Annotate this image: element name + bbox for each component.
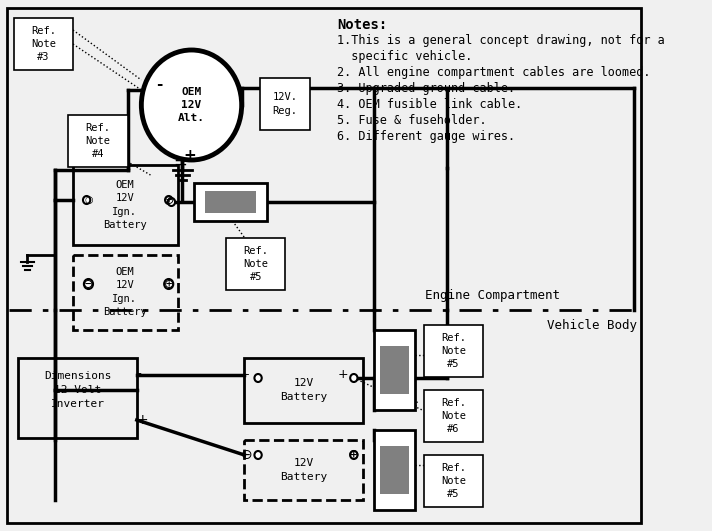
Bar	[374, 330, 415, 410]
Text: Vehicle Body: Vehicle Body	[547, 319, 637, 331]
Text: ⊖: ⊖	[83, 278, 94, 290]
Bar	[260, 78, 310, 130]
Text: +: +	[137, 413, 148, 427]
Text: ○: ○	[84, 195, 93, 205]
Text: -: -	[157, 78, 163, 92]
Bar	[244, 440, 363, 500]
Text: ⊕: ⊕	[164, 193, 174, 207]
Text: +: +	[183, 148, 196, 162]
Text: +: +	[337, 369, 348, 381]
Text: -: -	[137, 368, 142, 382]
Text: Dimensions
12 Volt
Inverter: Dimensions 12 Volt Inverter	[43, 371, 111, 409]
Text: ⊕: ⊕	[164, 278, 174, 290]
Text: 12V.
Reg.: 12V. Reg.	[273, 92, 298, 116]
Bar	[73, 255, 178, 330]
Text: Ref.
Note
#5: Ref. Note #5	[441, 463, 466, 499]
Circle shape	[350, 451, 357, 459]
Text: 5. Fuse & fuseholder.: 5. Fuse & fuseholder.	[337, 114, 487, 127]
Text: 3. Upgraded ground cable.: 3. Upgraded ground cable.	[337, 82, 515, 95]
Text: Ref.
Note
#5: Ref. Note #5	[441, 333, 466, 369]
Circle shape	[254, 374, 262, 382]
Text: Ref.
Note
#5: Ref. Note #5	[244, 246, 268, 282]
Text: 6. Different gauge wires.: 6. Different gauge wires.	[337, 130, 515, 143]
Bar	[194, 183, 267, 221]
Bar	[424, 390, 483, 442]
Text: ⊕: ⊕	[348, 448, 360, 462]
Text: ⊖: ⊖	[241, 448, 252, 462]
Circle shape	[164, 279, 173, 289]
Bar	[244, 358, 363, 423]
Circle shape	[350, 374, 357, 382]
Text: Notes:: Notes:	[337, 18, 387, 32]
Bar	[19, 358, 137, 438]
Circle shape	[254, 451, 262, 459]
Circle shape	[142, 50, 241, 160]
Text: =: =	[174, 154, 187, 172]
Bar	[205, 191, 256, 213]
Text: OEM
12V
Alt.: OEM 12V Alt.	[178, 87, 205, 123]
Text: OEM
12V
Ign.
Battery: OEM 12V Ign. Battery	[103, 180, 147, 230]
Text: 2. All engine compartment cables are loomed.: 2. All engine compartment cables are loo…	[337, 66, 651, 79]
Bar	[226, 238, 286, 290]
Text: OEM
12V
Ign.
Battery: OEM 12V Ign. Battery	[103, 267, 147, 317]
Bar	[68, 115, 127, 167]
Circle shape	[83, 196, 90, 204]
Bar	[424, 455, 483, 507]
Text: -: -	[244, 369, 248, 381]
Bar	[380, 446, 409, 494]
Bar	[14, 18, 73, 70]
Circle shape	[84, 279, 93, 289]
Circle shape	[168, 198, 175, 206]
Text: 12V
Battery: 12V Battery	[280, 378, 328, 402]
Text: specific vehicle.: specific vehicle.	[337, 50, 473, 63]
Bar	[380, 346, 409, 394]
Text: Ref.
Note
#6: Ref. Note #6	[441, 398, 466, 434]
Text: 12V
Battery: 12V Battery	[280, 458, 328, 482]
Text: Ref.
Note
#3: Ref. Note #3	[31, 26, 56, 62]
Bar	[424, 325, 483, 377]
Text: Engine Compartment: Engine Compartment	[425, 288, 560, 302]
Circle shape	[165, 196, 172, 204]
Text: 1.This is a general concept drawing, not for a: 1.This is a general concept drawing, not…	[337, 34, 665, 47]
Text: 4. OEM fusible link cable.: 4. OEM fusible link cable.	[337, 98, 523, 111]
Text: Ref.
Note
#4: Ref. Note #4	[85, 123, 110, 159]
Bar	[73, 165, 178, 245]
Bar	[374, 430, 415, 510]
